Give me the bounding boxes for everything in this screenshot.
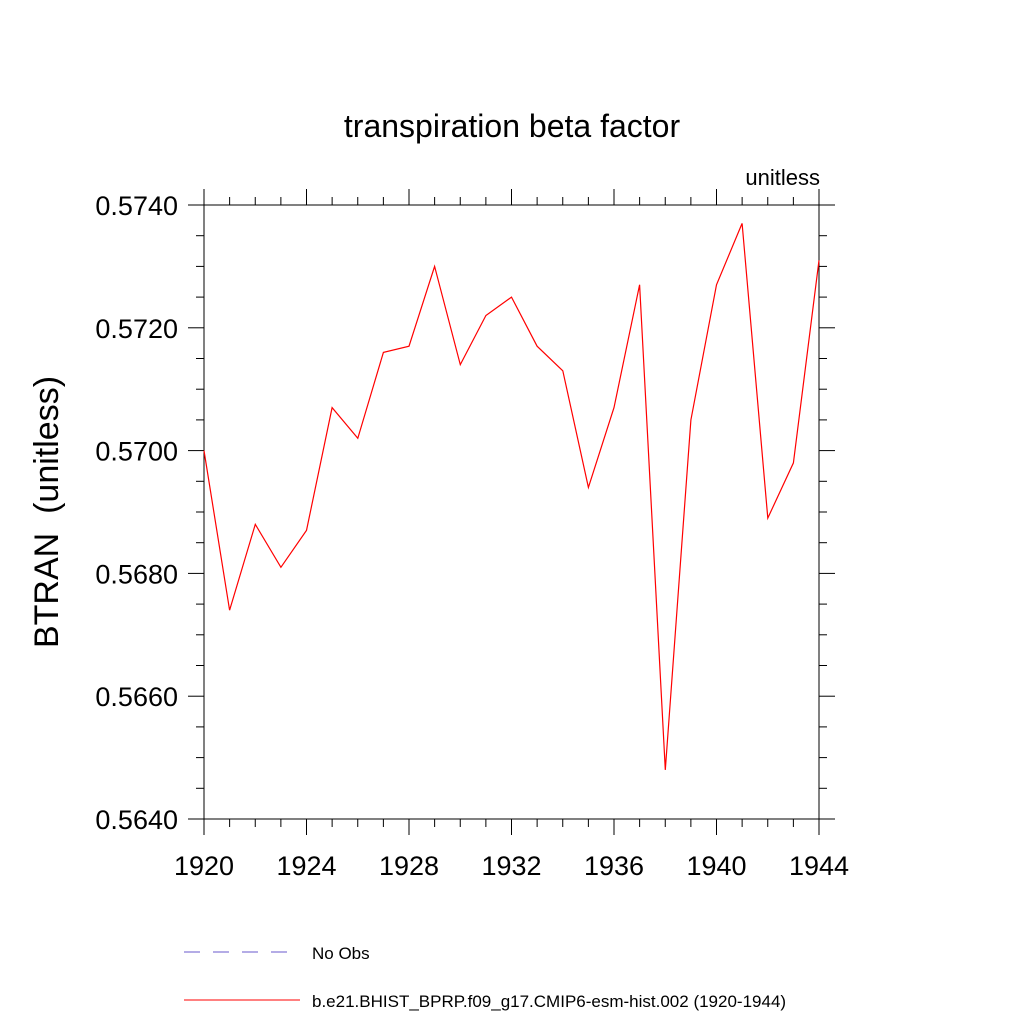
x-axis-ticks: 1920 1924 1928 1932 1936 1940 1944 <box>174 189 849 881</box>
units-label: unitless <box>745 165 820 190</box>
x-tick-label: 1924 <box>276 851 336 881</box>
y-tick-label: 0.5640 <box>95 805 178 835</box>
y-tick-label: 0.5700 <box>95 437 178 467</box>
legend-label: No Obs <box>312 944 370 963</box>
y-tick-label: 0.5660 <box>95 682 178 712</box>
legend-label: b.e21.BHIST_BPRP.f09_g17.CMIP6-esm-hist.… <box>312 992 786 1011</box>
y-axis-label: BTRAN (unitless) <box>28 376 66 648</box>
y-tick-label: 0.5720 <box>95 314 178 344</box>
x-tick-label: 1940 <box>686 851 746 881</box>
x-tick-label: 1944 <box>789 851 849 881</box>
x-tick-label: 1932 <box>481 851 541 881</box>
x-tick-label: 1920 <box>174 851 234 881</box>
y-tick-label: 0.5680 <box>95 559 178 589</box>
chart-title: transpiration beta factor <box>344 108 681 144</box>
x-tick-label: 1928 <box>379 851 439 881</box>
series-layer <box>203 223 820 770</box>
legend: No Obs b.e21.BHIST_BPRP.f09_g17.CMIP6-esm… <box>184 944 786 1011</box>
x-tick-label: 1936 <box>584 851 644 881</box>
y-axis-ticks: 0.5640 0.5660 0.5680 0.5700 0.5720 0.5740 <box>95 191 835 835</box>
y-tick-label: 0.5740 <box>95 191 178 221</box>
series-line <box>203 223 820 770</box>
